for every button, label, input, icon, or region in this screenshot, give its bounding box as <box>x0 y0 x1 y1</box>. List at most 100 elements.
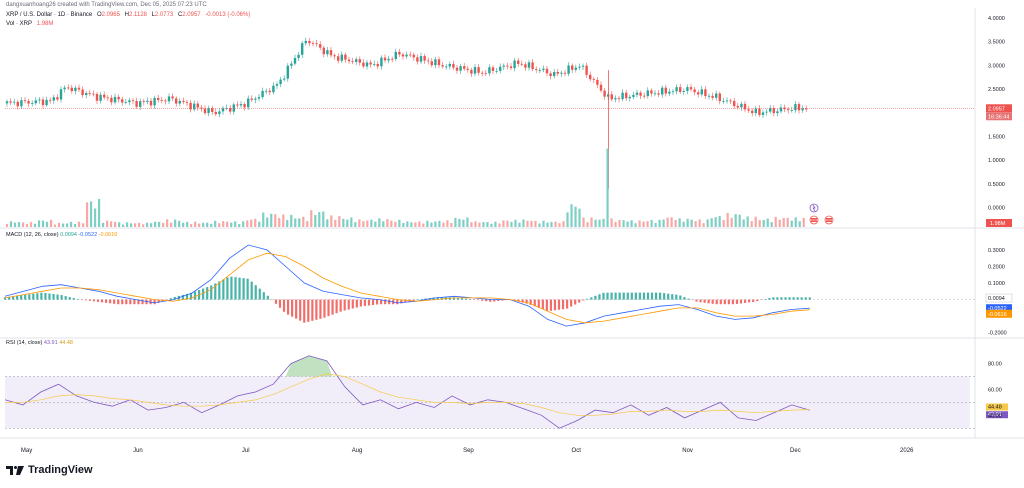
macd-histogram-bar <box>185 293 189 300</box>
macd-histogram-bar <box>533 299 536 307</box>
macd-histogram-bar <box>436 297 439 300</box>
price-tick-label: 1.0000 <box>988 158 1005 164</box>
macd-histogram-bar <box>521 299 524 303</box>
price-candle <box>9 101 12 103</box>
volume-bar <box>9 221 13 227</box>
volume-bar <box>406 221 409 227</box>
price-candle <box>653 93 657 95</box>
macd-histogram-bar <box>52 294 55 300</box>
volume-bar <box>550 221 553 227</box>
price-candle <box>693 89 696 93</box>
volume-bar <box>302 216 305 227</box>
macd-histogram-bar <box>703 299 706 303</box>
macd-histogram-bar <box>472 299 476 301</box>
volume-bar <box>306 221 309 227</box>
us-flag-icon-2[interactable] <box>824 215 834 225</box>
volume-bar <box>638 220 641 227</box>
price-candle <box>635 92 639 95</box>
volume-bar <box>554 221 557 227</box>
volume-bar <box>750 221 753 227</box>
volume-bar <box>686 218 689 227</box>
volume-bar <box>498 223 501 227</box>
volume-label: Vol · XRP <box>6 21 33 27</box>
event-marker-icon[interactable] <box>809 203 819 213</box>
macd-histogram-bar <box>747 299 751 303</box>
macd-histogram-bar <box>570 299 573 307</box>
volume-bar <box>262 212 265 227</box>
volume-bar <box>742 219 745 227</box>
price-candle <box>664 87 667 94</box>
volume-bar <box>566 212 569 227</box>
volume-bar <box>198 223 201 227</box>
price-candle <box>779 107 783 112</box>
price-candle <box>225 107 228 109</box>
price-candle <box>423 56 426 61</box>
volume-bar <box>130 223 133 227</box>
price-tick-label: 3.5000 <box>988 40 1005 46</box>
price-candle <box>571 65 574 70</box>
macd-histogram-bar <box>723 299 726 305</box>
price-candle <box>725 100 729 102</box>
volume-bar <box>109 221 113 227</box>
volume-bar <box>13 222 17 227</box>
macd-histogram-bar <box>319 299 322 319</box>
price-candle <box>160 99 163 101</box>
volume-bar <box>326 219 329 227</box>
price-candle <box>74 87 77 92</box>
price-candle <box>790 110 793 111</box>
price-candle <box>362 62 365 67</box>
macd-tick-label: 0.1000 <box>988 281 1005 287</box>
volume-bar <box>634 223 637 227</box>
volume-bar <box>534 220 537 227</box>
macd-histogram-bar <box>100 299 104 303</box>
macd-histogram-bar <box>32 293 35 300</box>
volume-bar <box>85 202 89 227</box>
price-candle <box>603 90 606 97</box>
macd-histogram-bar <box>731 299 735 305</box>
last-price-text: 2.0957 <box>988 106 1005 112</box>
price-tick-label: 1.5000 <box>988 135 1005 141</box>
price-candle <box>203 108 207 114</box>
price-candle <box>455 67 459 71</box>
price-candle <box>20 100 23 107</box>
price-candle <box>124 102 127 103</box>
price-candle <box>164 100 167 102</box>
symbol-header: XRP / U.S. Dollar · 1D · Binance O2.0965… <box>6 12 253 18</box>
price-candle <box>740 103 743 108</box>
price-candle <box>797 104 801 111</box>
macd-histogram-bar <box>303 299 306 323</box>
volume-bar <box>242 221 245 227</box>
volume-bar <box>642 221 645 227</box>
volume-bar <box>446 220 449 227</box>
macd-histogram-bar <box>311 299 314 321</box>
volume-bar <box>674 219 677 227</box>
us-flag-icon[interactable] <box>809 215 819 225</box>
macd-histogram-bar <box>60 295 63 300</box>
price-candle <box>27 101 30 104</box>
macd-histogram-bar <box>460 298 464 300</box>
price-candle <box>380 57 383 67</box>
rsi-overbought-fill <box>285 355 333 377</box>
volume-bar <box>282 214 285 227</box>
price-candle <box>355 59 358 62</box>
macd-histogram-bar <box>141 299 144 305</box>
price-candle <box>441 65 444 67</box>
macd-histogram-bar <box>210 285 213 300</box>
price-candle <box>700 89 703 95</box>
macd-histogram-bar <box>388 299 391 305</box>
price-candle <box>513 60 516 69</box>
price-candle <box>121 99 124 103</box>
volume-bar <box>29 222 33 227</box>
price-candle <box>88 93 91 94</box>
macd-histogram-bar <box>792 297 795 300</box>
macd-histogram-bar <box>788 297 791 300</box>
volume-bar <box>510 221 513 227</box>
price-candle <box>178 100 181 104</box>
price-candle <box>315 43 318 45</box>
macd-histogram-bar <box>246 278 249 300</box>
tradingview-logo[interactable]: TradingView <box>6 464 93 476</box>
macd-histogram-bar <box>654 292 658 300</box>
price-candle <box>99 94 102 101</box>
macd-histogram-bar <box>756 299 759 302</box>
